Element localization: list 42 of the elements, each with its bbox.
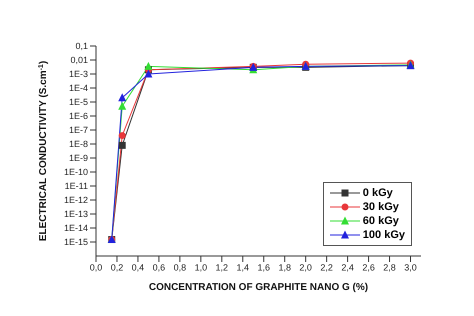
x-tick-label: 0,8	[174, 262, 186, 272]
point	[118, 142, 126, 149]
x-tick-label: 1,6	[257, 262, 270, 272]
x-tick-label: 2,8	[383, 262, 396, 272]
y-tick-label: 1E-11	[64, 181, 88, 192]
y-tick-label: 0,1	[75, 41, 88, 52]
y-tick-label: 0,01	[70, 55, 88, 66]
y-tick-label: 1E-14	[64, 223, 88, 234]
x-tick-label: 0,2	[110, 262, 124, 272]
x-tick-label: 1,0	[194, 262, 208, 272]
legend-label: 100 kGy	[362, 229, 405, 241]
x-tick-label: 2,4	[341, 262, 354, 272]
y-tick-label: 1E-8	[68, 139, 88, 150]
y-tick-label: 1E-6	[68, 111, 88, 122]
x-tick-label: 0,6	[152, 262, 166, 272]
x-tick-label: 1,8	[278, 262, 291, 272]
y-tick-label: 1E-5	[68, 97, 88, 108]
x-tick-label: 0,0	[90, 262, 102, 272]
x-axis-title: CONCENTRATION OF GRAPHITE NANO G (%)	[148, 282, 368, 293]
y-tick-label: 1E-9	[68, 153, 88, 164]
legend-label: 0 kGy	[362, 187, 393, 199]
point	[118, 102, 126, 110]
x-tick-label: 2,2	[320, 262, 333, 272]
point	[118, 132, 126, 140]
x-tick-label: 2,6	[362, 262, 375, 272]
x-tick-label: 1,2	[216, 262, 228, 272]
point	[144, 62, 152, 70]
x-tick-label: 1,4	[236, 262, 250, 272]
y-tick-label: 1E-15	[64, 237, 88, 248]
x-tick-label: 3,0	[404, 262, 417, 272]
y-tick-label: 1E-3	[68, 69, 88, 80]
x-tick-label: 2,0	[299, 262, 312, 272]
point	[144, 70, 152, 78]
y-tick-label: 1E-7	[68, 125, 88, 136]
y-tick-label: 1E-4	[68, 83, 88, 94]
x-tick-label: 0,4	[132, 262, 144, 272]
y-tick-label: 1E-10	[64, 167, 88, 178]
point	[118, 93, 126, 102]
y-tick-label: 1E-13	[64, 209, 88, 220]
legend-label: 60 kGy	[362, 215, 399, 227]
legend-label: 30 kGy	[362, 201, 399, 213]
y-tick-label: 1E-12	[64, 195, 88, 206]
